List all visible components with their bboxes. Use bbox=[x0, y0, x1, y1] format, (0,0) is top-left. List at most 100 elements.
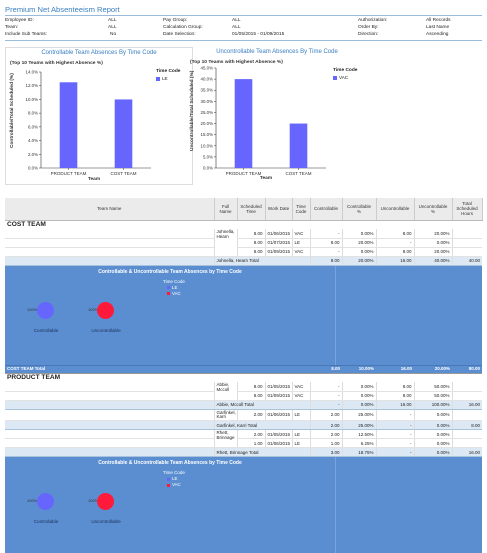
table-row: 1.00 01/06/2015 LE 1.00 6.25% -0.00% bbox=[5, 438, 482, 449]
time-code-cell: LE bbox=[291, 409, 310, 422]
uncontrollable-pct-total-cell: 40.00% bbox=[413, 255, 452, 266]
controllable-pct-cell: 0.00% bbox=[341, 391, 376, 401]
y-tick-label: 8.0% bbox=[28, 111, 38, 116]
uncontrollable-cell: - bbox=[375, 429, 414, 440]
team-group-row: PRODUCT TEAM bbox=[5, 372, 482, 382]
y-tick-label: 6.0% bbox=[28, 124, 38, 129]
panel-divider bbox=[335, 457, 336, 553]
legend-swatch bbox=[167, 483, 170, 487]
controllable-pie bbox=[37, 493, 54, 511]
uncontrollable-team-total-cell: 16.00 bbox=[376, 364, 414, 373]
table-header-row: Team Name Full Name Scheduled Time Work … bbox=[5, 198, 483, 221]
bar bbox=[114, 99, 133, 168]
total-scheduled-hours-total-cell: 8.00 bbox=[451, 420, 482, 431]
total-scheduled-hours-cell bbox=[451, 238, 482, 248]
x-tick-label: COST TEAM bbox=[285, 171, 311, 176]
team-name-blank bbox=[5, 382, 214, 392]
param-value: No bbox=[110, 32, 117, 37]
y-axis-label: Uncontrollable/Total Scheduled (%) bbox=[189, 70, 195, 151]
y-axis-label: Controllable/Total Scheduled (%) bbox=[9, 73, 15, 148]
team-name-blank bbox=[5, 238, 214, 248]
table-row: 8.00 01/09/2015 VAC -0.00% 8.00 50.00% bbox=[5, 391, 482, 401]
legend-label: VAC bbox=[172, 482, 181, 488]
controllable-pct-total-cell: 0.00% bbox=[341, 399, 376, 410]
uncontrollable-pie-pct: 100% bbox=[88, 306, 99, 312]
controllable-pct-cell: 6.25% bbox=[341, 438, 376, 449]
col-header-uncontrollable-pct[interactable]: Uncontrollable % bbox=[414, 198, 453, 221]
total-scheduled-hours-cell bbox=[451, 409, 482, 422]
team-name-blank bbox=[5, 438, 214, 449]
uncontrollable-chart-panel: Uncontrollable Team Absences By Time Cod… bbox=[186, 47, 368, 185]
col-header-controllable-pct[interactable]: Controllable % bbox=[342, 198, 377, 221]
col-header-team-name[interactable]: Team Name bbox=[5, 198, 215, 221]
param-label: Include Sub Teams: bbox=[5, 32, 48, 37]
team-group-spacer bbox=[214, 372, 482, 382]
controllable-pie-pct: 100% bbox=[27, 498, 38, 504]
uncontrollable-cell: 8.00 bbox=[375, 382, 414, 392]
y-tick-label: 10.0% bbox=[201, 143, 214, 148]
controllable-pct-total-cell: 25.00% bbox=[341, 420, 376, 431]
uncontrollable-total-cell: 16.00 bbox=[375, 255, 414, 266]
table-row: Johnella, Hearn 8.00 01/06/2015 VAC -0.00% 8.… bbox=[5, 229, 482, 257]
total-scheduled-hours-cell bbox=[451, 229, 482, 239]
controllable-cell: - bbox=[309, 229, 342, 239]
total-scheduled-hours-team-total-cell: 80.00 bbox=[452, 364, 482, 373]
total-scheduled-hours-cell bbox=[451, 382, 482, 392]
col-header-scheduled-time[interactable]: Scheduled Time bbox=[237, 198, 266, 221]
team-name-blank bbox=[5, 255, 214, 266]
col-header-work-date[interactable]: Work Date bbox=[265, 198, 293, 221]
time-code-cell: VAC bbox=[291, 247, 310, 257]
controllable-pct-total-cell: 20.00% bbox=[341, 255, 376, 266]
col-header-controllable[interactable]: Controllable bbox=[310, 198, 343, 221]
work-date-cell: 01/09/2015 bbox=[264, 391, 292, 401]
uncontrollable-pie-pct: 100% bbox=[88, 498, 99, 504]
panel-legend-item: VAC bbox=[167, 482, 181, 487]
uncontrollable-pct-team-total-cell: 20.00% bbox=[414, 364, 452, 373]
col-header-time-code[interactable]: Time Code bbox=[292, 198, 311, 221]
uncontrollable-cell: - bbox=[375, 409, 414, 422]
team-group-spacer bbox=[214, 219, 482, 229]
scheduled-time-cell: 1.00 bbox=[236, 438, 265, 449]
team-name-blank bbox=[5, 229, 214, 239]
panel-title: Controllable & Uncontrollable Team Absen… bbox=[98, 460, 242, 467]
work-date-cell: 01/05/2015 bbox=[264, 429, 292, 440]
param-value: ALL bbox=[108, 25, 117, 30]
controllable-pie-pct: 100% bbox=[27, 306, 38, 312]
scheduled-time-cell: 8.00 bbox=[236, 247, 265, 257]
controllable-cell: - bbox=[309, 391, 342, 401]
controllable-pie-label: Controllable bbox=[33, 327, 59, 333]
param-value: ALL bbox=[232, 25, 241, 30]
panel-legend-title: Time Code bbox=[163, 470, 185, 476]
scheduled-time-cell: 8.00 bbox=[236, 238, 265, 248]
team-name-blank bbox=[5, 429, 214, 440]
param-label: Employee ID: bbox=[5, 18, 34, 23]
controllable-cell: - bbox=[309, 382, 342, 392]
y-tick-label: 30.0% bbox=[201, 99, 214, 104]
col-header-uncontrollable[interactable]: Uncontrollable bbox=[376, 198, 415, 221]
x-axis-label: Team bbox=[260, 175, 272, 181]
legend-item: VAC bbox=[333, 75, 348, 81]
uncontrollable-cell: 8.00 bbox=[375, 391, 414, 401]
total-scheduled-hours-cell bbox=[451, 429, 482, 440]
uncontrollable-pct-cell: 0.00% bbox=[413, 238, 452, 248]
controllable-pct-cell: 0.00% bbox=[341, 382, 376, 392]
absence-table: Team Name Full Name Scheduled Time Work … bbox=[5, 198, 483, 553]
team-name-blank bbox=[5, 391, 214, 401]
col-header-full-name[interactable]: Full Name bbox=[214, 198, 238, 221]
uncontrollable-pie bbox=[97, 493, 114, 511]
y-tick-label: 0.0% bbox=[203, 166, 213, 171]
param-label: Order By: bbox=[358, 25, 379, 30]
uncontrollable-pie bbox=[97, 301, 114, 319]
col-header-total-scheduled-hours[interactable]: Total Scheduled Hours bbox=[452, 198, 483, 221]
y-tick-label: 10.0% bbox=[26, 97, 39, 102]
employee-total-label: Abbie, Mccoll Total bbox=[213, 399, 310, 410]
param-value: 01/05/2015 - 01/09/2015 bbox=[232, 32, 285, 37]
param-value: All Records bbox=[426, 18, 451, 23]
controllable-pie-label: Controllable bbox=[33, 519, 59, 525]
work-date-cell: 01/06/2015 bbox=[264, 409, 292, 422]
controllable-chart-panel: Controllable Team Absences By Time Code … bbox=[5, 47, 193, 185]
time-code-cell: VAC bbox=[291, 391, 310, 401]
employee-name-cell: Garfinkel, Karri bbox=[213, 409, 237, 422]
legend-label: LE bbox=[172, 284, 178, 290]
y-tick-label: 0.0% bbox=[28, 166, 38, 171]
